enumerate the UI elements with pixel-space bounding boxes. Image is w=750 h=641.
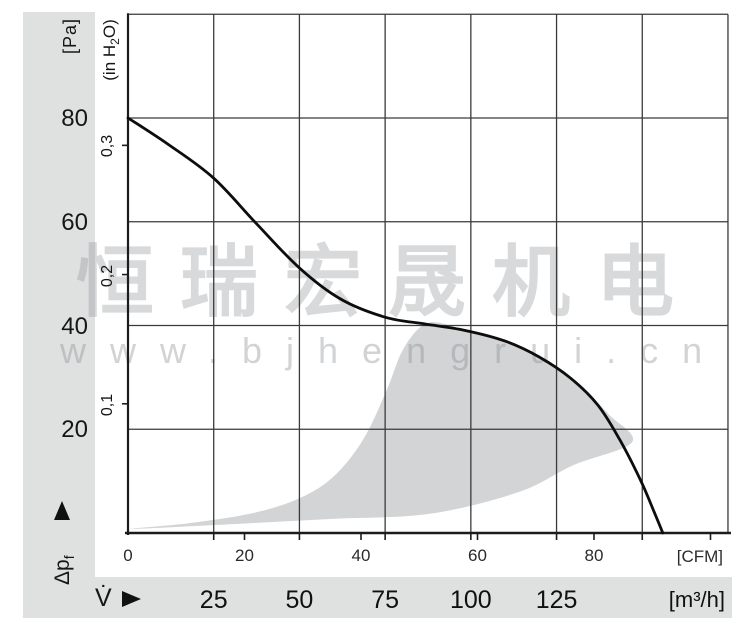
- operating-region-blob: [130, 322, 634, 529]
- pa-tick-label: 40: [61, 312, 88, 340]
- y-axis-secondary-unit: (in H2O): [100, 6, 122, 94]
- h2o-unit-prefix: (in H: [100, 44, 119, 81]
- up-arrow-icon: [54, 501, 70, 520]
- h2o-unit-subscript: 2: [108, 38, 122, 45]
- right-arrow-icon: [122, 591, 141, 607]
- m3h-tick-label: 125: [535, 586, 578, 614]
- cfm-tick-label: 40: [351, 546, 371, 565]
- pa-tick-label: 60: [61, 208, 88, 236]
- watermark-cjk-text: 恒瑞宏晟机电: [76, 238, 701, 326]
- cfm-tick-label: 60: [468, 546, 487, 565]
- inh2o-tick-label: 0,3: [99, 135, 116, 158]
- x-axis-primary-unit: [CFM]: [676, 547, 723, 566]
- axis-ticks: [122, 144, 712, 540]
- cfm-tick-label: 80: [584, 546, 604, 565]
- dp-symbol: Δp: [51, 559, 74, 585]
- dp-symbol-subscript: f: [61, 555, 77, 560]
- m3h-tick-label: 25: [199, 586, 228, 614]
- x-axis-secondary-unit: [m³/h]: [668, 587, 725, 612]
- fan-pressure-curve: [126, 116, 665, 535]
- pa-tick-label: 80: [61, 105, 88, 132]
- watermark-url-text: www.bjhengrui.cn: [60, 330, 727, 371]
- m3h-tick-label: 100: [449, 586, 492, 614]
- m3h-tick-label: 75: [371, 586, 400, 614]
- cfm-tick-label: 0: [123, 546, 133, 565]
- inh2o-tick-label: 0,2: [99, 264, 116, 287]
- y-axis-primary-unit: [Pa]: [60, 17, 80, 55]
- h2o-unit-suffix: O): [100, 19, 119, 39]
- m3h-tick-label: 50: [285, 586, 314, 614]
- cfm-tick-label: 20: [235, 546, 254, 565]
- inh2o-tick-label: 0,1: [99, 393, 116, 416]
- pa-tick-label: 20: [61, 416, 88, 444]
- x-axis-quantity-symbol: V̇: [95, 584, 112, 612]
- y-axis-quantity-symbol: Δpf: [51, 521, 77, 585]
- x-axis-label-strip: [23, 577, 732, 618]
